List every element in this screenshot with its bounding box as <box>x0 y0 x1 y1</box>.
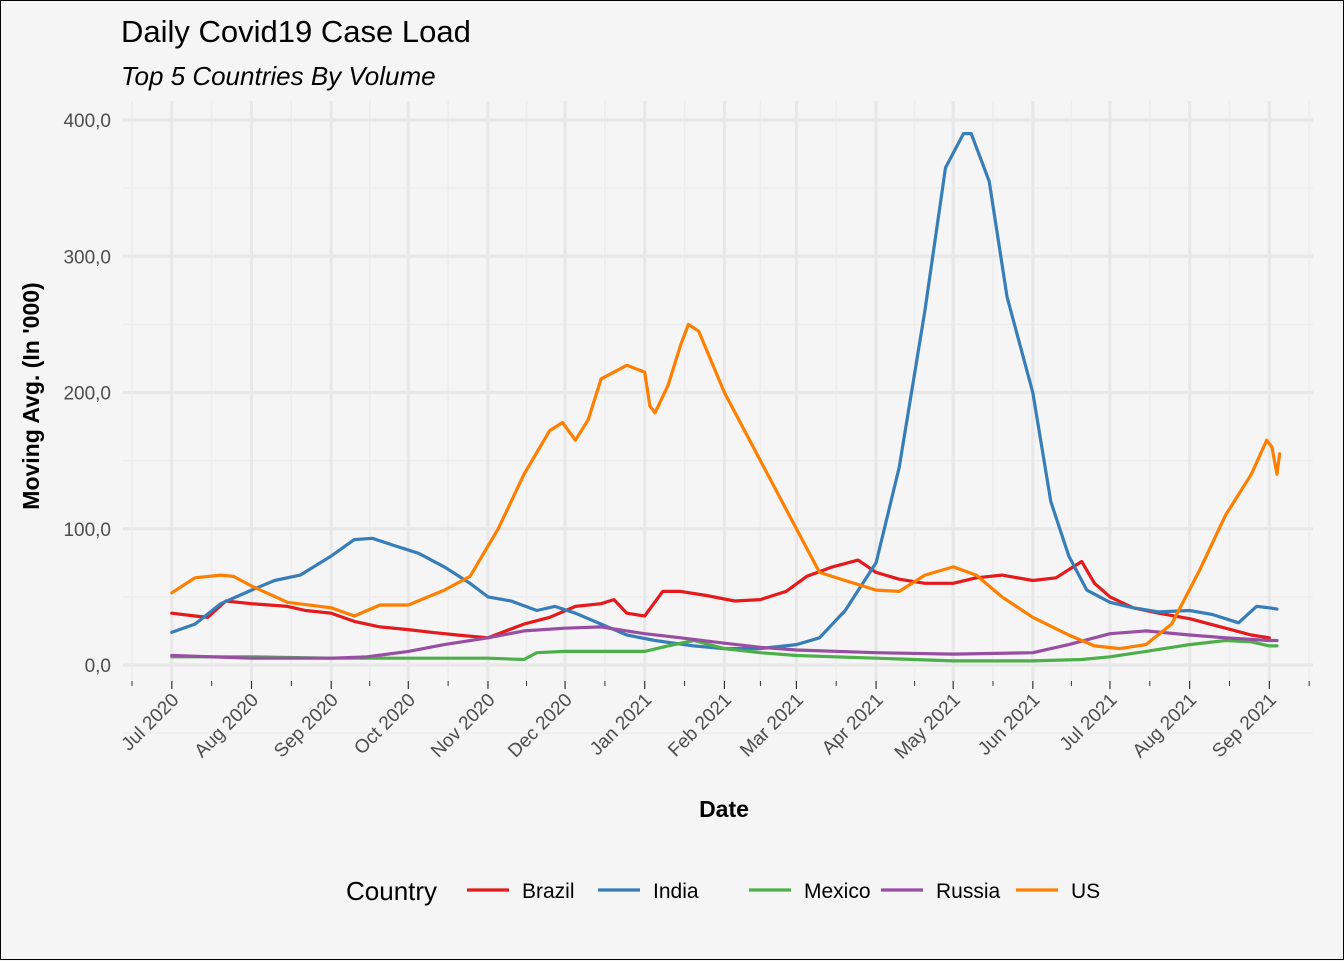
x-tick-label: Dec 2020 <box>504 690 576 762</box>
y-axis: 0,0 100,0 200,0 300,0 400,0 <box>63 111 111 677</box>
x-tick-label: Jan 2021 <box>586 690 656 760</box>
x-tick-label: Mar 2021 <box>736 690 808 762</box>
x-tick-label: Aug 2021 <box>1129 690 1201 762</box>
legend-label-us: US <box>1071 880 1100 903</box>
x-tick-label: Oct 2020 <box>350 690 419 759</box>
x-tick-label: Feb 2021 <box>664 690 736 762</box>
x-tick-label: May 2021 <box>891 690 965 764</box>
x-tick-label: Nov 2020 <box>427 690 499 762</box>
y-tick-label: 200,0 <box>63 384 111 405</box>
chart-title: Daily Covid19 Case Load <box>121 14 471 49</box>
x-tick-label: Jun 2021 <box>974 690 1044 760</box>
x-axis: Jul 2020 Aug 2020 Sep 2020 Oct 2020 Nov 2020… <box>118 681 1310 764</box>
y-tick-label: 100,0 <box>63 520 111 541</box>
x-tick-label: Jul 2021 <box>1056 690 1122 756</box>
x-tick-label: Jul 2020 <box>118 690 184 756</box>
x-tick-label: Sep 2020 <box>270 690 342 762</box>
x-tick-label: Sep 2021 <box>1208 690 1280 762</box>
x-tick-label: Apr 2021 <box>818 690 887 759</box>
series-lines <box>170 132 1282 663</box>
y-axis-title: Moving Avg. (In '000) <box>18 282 44 509</box>
series-line-mexico <box>170 638 1279 663</box>
x-tick-label: Aug 2020 <box>191 690 263 762</box>
y-tick-label: 0,0 <box>85 656 111 677</box>
legend: Country Brazil India Mexico Russia US <box>346 876 1100 906</box>
minor-gridlines <box>123 101 1313 734</box>
legend-label-india: India <box>653 880 699 903</box>
series-line-india <box>170 132 1279 651</box>
y-tick-label: 400,0 <box>63 111 111 132</box>
series-line-brazil <box>170 558 1271 640</box>
legend-title: Country <box>346 876 437 906</box>
major-gridlines <box>123 101 1313 681</box>
legend-label-brazil: Brazil <box>522 880 575 903</box>
chart-subtitle: Top 5 Countries By Volume <box>121 61 436 91</box>
legend-label-mexico: Mexico <box>804 880 871 903</box>
series-line-russia <box>170 625 1279 660</box>
series-line-us <box>170 322 1282 651</box>
x-axis-title: Date <box>699 796 749 822</box>
legend-label-russia: Russia <box>936 880 1001 903</box>
y-tick-label: 300,0 <box>63 247 111 268</box>
